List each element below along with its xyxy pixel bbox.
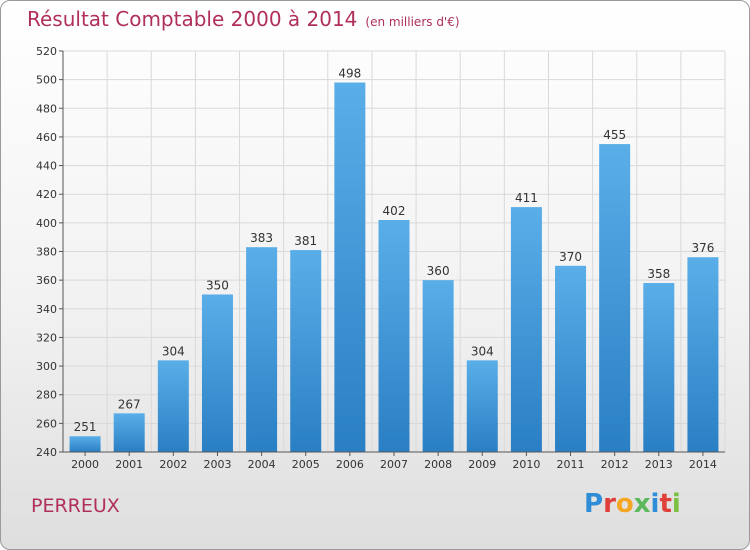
- y-tick-label: 440: [36, 160, 57, 173]
- y-tick-label: 320: [36, 331, 57, 344]
- y-tick-label: 520: [36, 45, 57, 58]
- x-tick-label: 2009: [468, 458, 496, 471]
- bars: 251 267 304 350 383 381 498 402 360 304 411 370 455 3…: [69, 67, 719, 452]
- x-tick-label: 2012: [601, 458, 629, 471]
- x-tick-label: 2011: [557, 458, 585, 471]
- bar-2004: [246, 247, 278, 452]
- y-tick-label: 280: [36, 389, 57, 402]
- y-tick-label: 240: [36, 446, 57, 459]
- logo-letter: o: [615, 489, 634, 519]
- place-name: PERREUX: [31, 495, 120, 517]
- y-tick-label: 480: [36, 102, 57, 115]
- y-tick-label: 500: [36, 74, 57, 87]
- y-tick-label: 340: [36, 303, 57, 316]
- value-label: 381: [294, 234, 317, 248]
- value-label: 360: [427, 264, 450, 278]
- value-label: 411: [515, 191, 538, 205]
- logo-letter: t: [659, 489, 672, 519]
- chart-unit: (en milliers d'€): [365, 15, 460, 29]
- bar-2012: [599, 144, 631, 452]
- bar-2013: [643, 283, 675, 452]
- bar-2003: [201, 294, 233, 452]
- value-label: 267: [118, 397, 141, 411]
- chart-title: Résultat Comptable 2000 à 2014: [27, 7, 358, 31]
- bar-2006: [334, 82, 366, 452]
- bar-2007: [378, 219, 410, 452]
- bar-2010: [510, 207, 542, 452]
- axes: 240 260 280 300 320 340 360 380 400 420 440 460 480 5…: [36, 45, 725, 471]
- y-tick-label: 360: [36, 274, 57, 287]
- x-tick-label: 2000: [71, 458, 99, 471]
- x-tick-label: 2010: [512, 458, 540, 471]
- y-tick-label: 460: [36, 131, 57, 144]
- bar-2000: [69, 436, 101, 452]
- value-label: 455: [603, 128, 626, 142]
- logo-letter: P: [584, 489, 604, 519]
- x-tick-label: 2004: [248, 458, 276, 471]
- logo-letter: i: [650, 489, 660, 519]
- value-label: 498: [338, 67, 361, 81]
- proxiti-logo: Proxiti: [584, 489, 681, 519]
- value-label: 251: [74, 420, 97, 434]
- value-label: 304: [162, 344, 185, 358]
- y-tick-label: 420: [36, 188, 57, 201]
- logo-letter: x: [633, 489, 651, 519]
- bar-2002: [157, 360, 189, 452]
- logo-letter: i: [671, 489, 681, 519]
- bar-2005: [290, 250, 322, 452]
- x-tick-label: 2014: [689, 458, 717, 471]
- value-label: 370: [559, 250, 582, 264]
- chart-title-block: Résultat Comptable 2000 à 2014 (en millie…: [27, 7, 460, 31]
- y-tick-label: 300: [36, 360, 57, 373]
- x-tick-label: 2003: [203, 458, 231, 471]
- bar-2009: [466, 360, 498, 452]
- x-tick-label: 2001: [115, 458, 143, 471]
- y-tick-label: 400: [36, 217, 57, 230]
- value-label: 376: [691, 241, 714, 255]
- value-label: 402: [383, 204, 406, 218]
- value-label: 350: [206, 278, 229, 292]
- value-label: 383: [250, 231, 273, 245]
- bar-2014: [687, 257, 719, 452]
- value-label: 358: [647, 267, 670, 281]
- bar-2008: [422, 280, 454, 452]
- x-tick-label: 2005: [292, 458, 320, 471]
- bar-2011: [555, 265, 587, 452]
- x-tick-label: 2006: [336, 458, 364, 471]
- value-label: 304: [471, 344, 494, 358]
- x-tick-label: 2013: [645, 458, 673, 471]
- bar-2001: [113, 413, 145, 452]
- x-tick-label: 2007: [380, 458, 408, 471]
- x-tick-label: 2008: [424, 458, 452, 471]
- x-tick-label: 2002: [159, 458, 187, 471]
- logo-letter: r: [603, 489, 616, 519]
- y-tick-label: 380: [36, 246, 57, 259]
- y-tick-label: 260: [36, 417, 57, 430]
